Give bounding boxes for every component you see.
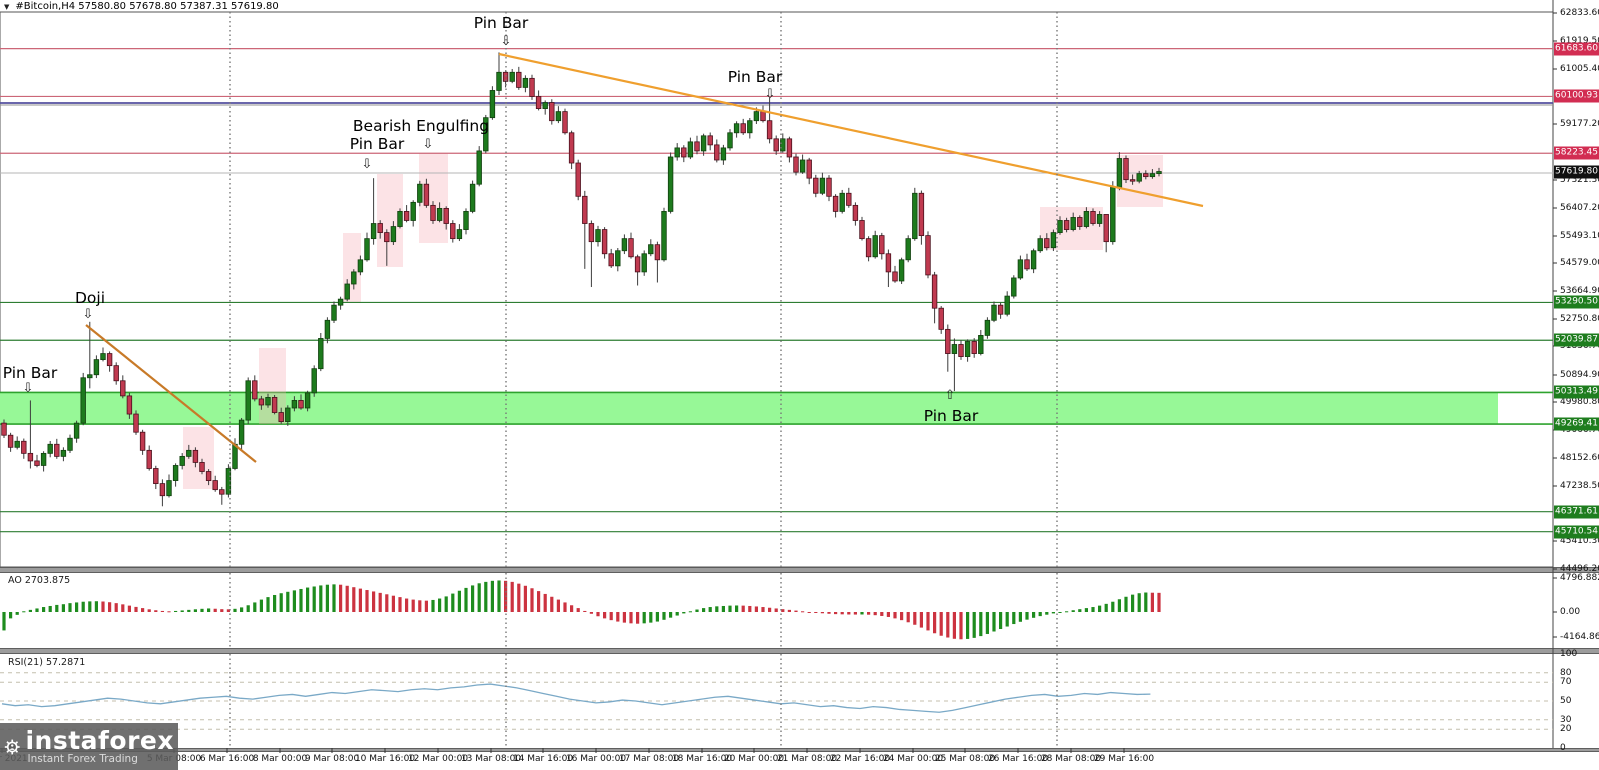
arrow-down-icon: ⇩ — [361, 157, 373, 172]
rsi-tick-label: 100 — [1560, 649, 1578, 659]
ao-indicator-label: AO 2703.875 — [8, 575, 71, 586]
time-tick-label: 9 Mar 08:00 — [304, 754, 360, 764]
ao-tick-label: 4796.882 — [1560, 573, 1599, 583]
price-tick-label: 57321.30 — [1560, 175, 1599, 185]
time-tick-label: 26 Mar 16:00 — [987, 754, 1049, 764]
time-tick-label: 28 Mar 08:00 — [1040, 754, 1102, 764]
pattern-annotation-text: Pin Bar — [349, 135, 405, 153]
chart-title-bar: ▼ #Bitcoin,H4 57580.80 57678.80 57387.31… — [4, 1, 279, 12]
rsi-tick-label: 80 — [1560, 668, 1572, 678]
time-tick-label: 21 Mar 08:00 — [776, 754, 838, 764]
time-tick-label: 12 Mar 00:00 — [407, 754, 469, 764]
price-tick-label: 54579.00 — [1560, 258, 1599, 268]
price-level-badge: 49269.41 — [1554, 417, 1599, 431]
price-tick-label: 59177.20 — [1560, 119, 1599, 129]
pattern-annotation-text: Doji — [74, 289, 106, 307]
price-level-badge: 53290.50 — [1554, 295, 1599, 309]
chart-title: #Bitcoin,H4 57580.80 57678.80 57387.31 5… — [15, 1, 279, 12]
arrow-down-icon: ⇩ — [22, 381, 34, 396]
pattern-annotation-text: Pin Bar — [727, 68, 783, 86]
price-level-badge: 52039.87 — [1554, 333, 1599, 347]
time-tick-label: 20 Mar 00:00 — [723, 754, 785, 764]
price-level-badge: 57619.80 — [1554, 165, 1599, 178]
time-tick-label: 25 Mar 08:00 — [934, 754, 996, 764]
price-tick-label: 61005.40 — [1560, 64, 1599, 74]
time-tick-label: 13 Mar 08:00 — [460, 754, 522, 764]
logo-tagline: Instant Forex Trading — [27, 753, 138, 766]
time-tick-label: 24 Mar 00:00 — [882, 754, 944, 764]
price-tick-label: 56407.20 — [1560, 203, 1599, 213]
time-tick-label: 18 Mar 16:00 — [671, 754, 733, 764]
pattern-annotation-text: Pin Bar — [473, 14, 529, 32]
instaforex-watermark: instaforex Instant Forex Trading — [0, 723, 178, 770]
rsi-tick-label: 30 — [1560, 715, 1572, 725]
price-tick-label: 49980.80 — [1560, 397, 1599, 407]
arrow-down-icon: ⇩ — [764, 87, 776, 102]
time-tick-label: 22 Mar 16:00 — [829, 754, 891, 764]
price-level-badge: 50313.49 — [1554, 385, 1599, 399]
arrow-down-icon: ⇩ — [500, 34, 512, 49]
time-tick-label: 16 Mar 00:00 — [565, 754, 627, 764]
price-tick-label: 53664.90 — [1560, 286, 1599, 296]
price-tick-label: 61919.50 — [1560, 36, 1599, 46]
rsi-tick-label: 20 — [1560, 724, 1572, 734]
price-tick-label: 55493.10 — [1560, 231, 1599, 241]
rsi-tick-label: 50 — [1560, 696, 1572, 706]
time-tick-label: 14 Mar 16:00 — [512, 754, 574, 764]
price-level-badge: 61683.60 — [1554, 42, 1599, 56]
price-tick-label: 45410.30 — [1560, 536, 1599, 546]
rsi-tick-label: 0 — [1560, 743, 1566, 753]
time-tick-label: 10 Mar 16:00 — [354, 754, 416, 764]
arrow-up-icon: ⇧ — [944, 388, 956, 403]
pattern-annotation-text: Pin Bar — [923, 407, 979, 425]
rsi-indicator-label: RSI(21) 57.2871 — [8, 657, 86, 668]
price-tick-label: 50894.90 — [1560, 370, 1599, 380]
time-tick-label: 6 Mar 16:00 — [199, 754, 255, 764]
pattern-annotation-text: Bearish Engulfing — [352, 117, 490, 135]
rsi-tick-label: 70 — [1560, 677, 1572, 687]
time-tick-label: 29 Mar 16:00 — [1093, 754, 1155, 764]
pattern-annotation-text: Pin Bar — [2, 364, 58, 382]
time-tick-label: 8 Mar 00:00 — [252, 754, 308, 764]
price-level-badge: 60100.93 — [1554, 89, 1599, 103]
symbol-dropdown-icon[interactable]: ▼ — [4, 2, 10, 11]
price-tick-label: 62833.60 — [1560, 8, 1599, 18]
price-level-badge: 58223.45 — [1554, 146, 1599, 160]
ao-tick-label: -4164.863 — [1560, 632, 1599, 642]
logo-text: instaforex — [25, 726, 174, 756]
price-tick-label: 52750.80 — [1560, 314, 1599, 324]
instaforex-gear-icon — [4, 739, 20, 754]
price-level-badge: 46371.61 — [1554, 505, 1599, 519]
time-tick-label: 17 Mar 08:00 — [618, 754, 680, 764]
arrow-down-icon: ⇩ — [82, 307, 94, 322]
ao-tick-label: 0.00 — [1560, 607, 1581, 617]
price-level-badge: 45710.54 — [1554, 525, 1599, 539]
price-tick-label: 48152.60 — [1560, 453, 1599, 463]
arrow-down-icon: ⇩ — [422, 137, 434, 152]
price-tick-label: 44496.20 — [1560, 564, 1599, 574]
price-tick-label: 47238.50 — [1560, 481, 1599, 491]
